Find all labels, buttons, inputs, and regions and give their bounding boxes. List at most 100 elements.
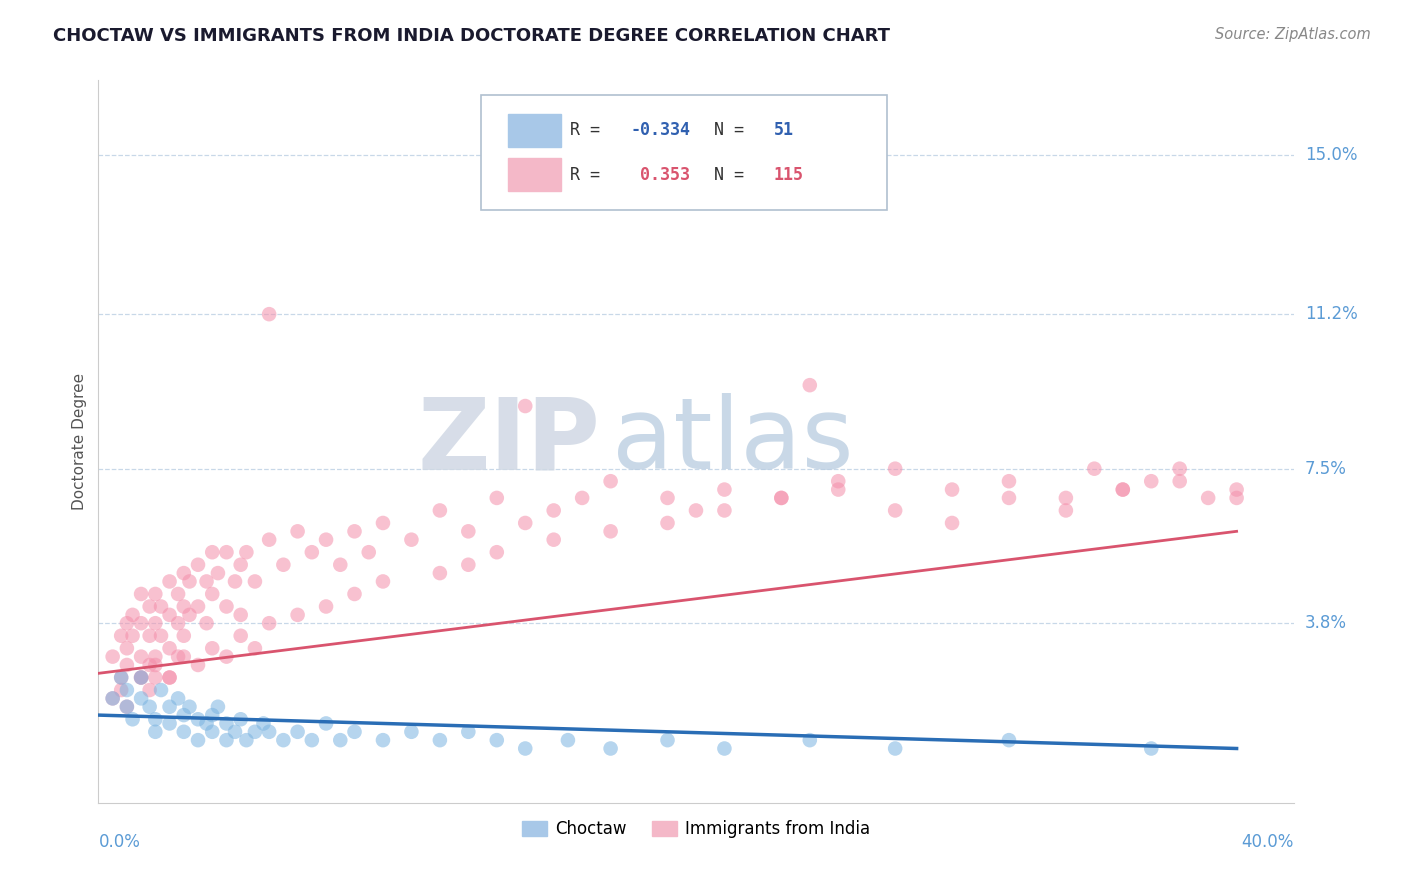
Point (401, 533, 423, 547)
Text: 51: 51 (773, 121, 793, 139)
Point (121, 629, 143, 643)
Text: 0.0%: 0.0% (98, 833, 141, 851)
Point (179, 607, 201, 622)
Point (121, 607, 143, 622)
Point (143, 649, 166, 664)
Point (121, 712, 143, 726)
Point (485, 733, 508, 747)
Point (429, 503, 451, 517)
Point (138, 599, 160, 614)
Legend: Choctaw, Immigrants from India: Choctaw, Immigrants from India (515, 814, 877, 845)
Text: -0.334: -0.334 (630, 121, 690, 139)
Point (571, 491, 593, 505)
Point (207, 566, 229, 580)
Point (257, 724, 280, 739)
Point (941, 516, 963, 530)
Point (827, 474, 849, 488)
Point (195, 574, 218, 589)
Point (599, 474, 621, 488)
Text: N =: N = (714, 121, 754, 139)
Point (371, 733, 394, 747)
Point (159, 716, 181, 731)
Point (429, 566, 451, 580)
Point (201, 587, 224, 601)
Point (173, 629, 195, 643)
Point (713, 483, 735, 497)
Point (115, 699, 138, 714)
Point (401, 724, 423, 739)
Point (179, 574, 201, 589)
Point (224, 574, 246, 589)
Point (143, 712, 166, 726)
Point (657, 491, 679, 505)
Point (1168, 461, 1191, 475)
Point (187, 599, 209, 614)
Point (115, 616, 138, 631)
Point (657, 733, 679, 747)
Point (215, 599, 238, 614)
Point (543, 533, 565, 547)
Point (138, 683, 160, 698)
Point (201, 641, 224, 656)
Point (713, 503, 735, 517)
Point (485, 491, 508, 505)
Text: 0.353: 0.353 (630, 166, 690, 184)
Point (485, 545, 508, 559)
Text: atlas: atlas (613, 393, 853, 490)
Point (187, 712, 209, 726)
Point (301, 545, 323, 559)
Point (515, 516, 537, 530)
Point (143, 587, 166, 601)
Point (1054, 491, 1077, 505)
Point (215, 545, 238, 559)
Point (173, 566, 195, 580)
Point (138, 699, 160, 714)
Point (229, 629, 252, 643)
Point (1140, 474, 1163, 488)
Point (329, 733, 352, 747)
Text: 3.8%: 3.8% (1305, 615, 1347, 632)
Point (457, 724, 479, 739)
Point (110, 671, 132, 685)
Text: 115: 115 (773, 166, 804, 184)
Point (429, 733, 451, 747)
Point (243, 574, 266, 589)
Point (150, 599, 173, 614)
Point (229, 712, 252, 726)
Point (343, 724, 366, 739)
Point (143, 671, 166, 685)
Point (998, 491, 1021, 505)
Point (1083, 461, 1105, 475)
Point (167, 649, 190, 664)
Point (329, 558, 352, 572)
FancyBboxPatch shape (509, 158, 561, 192)
Point (129, 671, 152, 685)
Point (101, 691, 124, 706)
Point (207, 699, 229, 714)
Point (799, 378, 821, 392)
Point (159, 607, 181, 622)
Point (143, 616, 166, 631)
Point (187, 733, 209, 747)
Y-axis label: Doctorate Degree: Doctorate Degree (72, 373, 87, 510)
Point (173, 724, 195, 739)
Point (115, 657, 138, 672)
Point (187, 657, 209, 672)
Point (257, 307, 280, 321)
Point (159, 699, 181, 714)
Point (143, 724, 166, 739)
Point (150, 629, 173, 643)
Point (110, 671, 132, 685)
Point (115, 683, 138, 698)
Text: ZIP: ZIP (418, 393, 600, 490)
Point (173, 649, 195, 664)
Point (252, 716, 274, 731)
Point (195, 616, 218, 631)
Text: Source: ZipAtlas.com: Source: ZipAtlas.com (1215, 27, 1371, 42)
Text: R =: R = (571, 166, 610, 184)
Point (115, 641, 138, 656)
Point (201, 545, 224, 559)
Point (173, 708, 195, 723)
Point (229, 558, 252, 572)
Point (287, 607, 309, 622)
